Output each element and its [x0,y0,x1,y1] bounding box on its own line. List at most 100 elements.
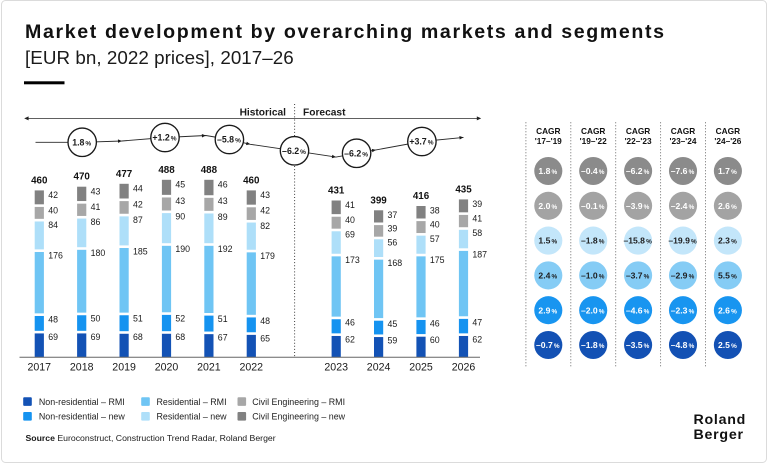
svg-text:–19.9%: –19.9% [668,236,697,246]
svg-text:180: 180 [91,248,106,258]
svg-text:1.8%: 1.8% [538,166,557,176]
svg-text:CAGR: CAGR [671,126,695,136]
svg-text:46: 46 [345,318,355,328]
svg-text:90: 90 [175,212,185,222]
svg-text:38: 38 [430,206,440,216]
svg-text:460: 460 [243,175,260,186]
svg-text:67: 67 [218,333,228,343]
svg-text:CAGR: CAGR [626,126,650,136]
svg-text:46: 46 [430,318,440,328]
svg-text:2.3%: 2.3% [718,236,737,246]
svg-text:2019: 2019 [112,362,136,374]
svg-text:'22–'23: '22–'23 [625,136,652,146]
svg-text:–3.7%: –3.7% [626,271,650,281]
svg-text:+3.7%: +3.7% [409,137,433,147]
svg-text:176: 176 [48,250,63,260]
svg-text:37: 37 [388,210,398,220]
svg-text:41: 41 [345,200,355,210]
svg-text:1.7%: 1.7% [718,166,737,176]
svg-text:39: 39 [472,199,482,209]
svg-text:41: 41 [472,213,482,223]
svg-text:–3.9%: –3.9% [626,201,650,211]
svg-text:69: 69 [48,332,58,342]
svg-text:Civil Engineering – RMI: Civil Engineering – RMI [252,397,345,407]
svg-text:45: 45 [388,319,398,329]
svg-text:51: 51 [218,314,228,324]
svg-text:2021: 2021 [197,362,221,374]
svg-text:–7.6%: –7.6% [671,166,695,176]
svg-text:–15.8%: –15.8% [623,236,652,246]
svg-text:–5.8%: –5.8% [217,135,241,145]
svg-text:Civil Engineering – new: Civil Engineering – new [252,412,345,422]
svg-text:CAGR: CAGR [716,126,740,136]
svg-text:47: 47 [472,317,482,327]
svg-text:470: 470 [74,172,91,183]
svg-text:488: 488 [201,165,218,176]
svg-text:Forecast: Forecast [303,107,346,118]
svg-text:Market development by overarch: Market development by overarching market… [25,21,666,43]
svg-text:–2.0%: –2.0% [581,305,605,315]
svg-text:Source Euroconstruct, Construc: Source Euroconstruct, Construction Trend… [26,433,276,443]
svg-text:'24–'26: '24–'26 [714,136,741,146]
svg-text:68: 68 [175,332,185,342]
svg-text:Residential – RMI: Residential – RMI [157,397,227,407]
svg-text:57: 57 [430,234,440,244]
svg-text:40: 40 [48,205,58,215]
svg-text:62: 62 [472,334,482,344]
svg-text:60: 60 [430,335,440,345]
svg-text:477: 477 [116,169,133,180]
svg-text:40: 40 [345,215,355,225]
svg-text:–0.4%: –0.4% [581,166,605,176]
svg-text:45: 45 [175,180,185,190]
svg-text:187: 187 [472,249,487,259]
svg-text:42: 42 [48,190,58,200]
svg-text:–1.0%: –1.0% [581,271,605,281]
svg-text:2022: 2022 [240,362,264,374]
svg-text:48: 48 [260,316,270,326]
svg-text:185: 185 [133,246,148,256]
svg-text:'23–'24: '23–'24 [669,136,696,146]
svg-text:431: 431 [328,186,345,197]
svg-text:[EUR bn, 2022 prices], 2017–26: [EUR bn, 2022 prices], 2017–26 [25,47,294,68]
svg-text:'19–'22: '19–'22 [580,136,607,146]
svg-text:179: 179 [260,251,275,261]
svg-text:2026: 2026 [452,362,476,374]
svg-text:2.6%: 2.6% [718,201,737,211]
svg-text:–0.1%: –0.1% [581,201,605,211]
svg-text:42: 42 [133,200,143,210]
svg-text:–6.2%: –6.2% [282,146,306,156]
svg-text:175: 175 [430,255,445,265]
svg-text:CAGR: CAGR [536,126,560,136]
svg-text:46: 46 [218,180,228,190]
svg-text:Historical: Historical [240,107,287,118]
svg-text:488: 488 [158,165,175,176]
svg-text:1.8%: 1.8% [72,137,91,147]
svg-text:2020: 2020 [155,362,179,374]
svg-text:43: 43 [260,190,270,200]
svg-text:69: 69 [91,332,101,342]
svg-text:2023: 2023 [324,362,348,374]
svg-text:2.6%: 2.6% [718,305,737,315]
svg-text:–2.9%: –2.9% [671,271,695,281]
svg-text:168: 168 [388,258,403,268]
svg-text:41: 41 [91,202,101,212]
svg-text:52: 52 [175,313,185,323]
svg-text:40: 40 [430,220,440,230]
svg-text:–1.8%: –1.8% [581,236,605,246]
svg-text:173: 173 [345,255,360,265]
svg-text:84: 84 [48,220,58,230]
svg-text:87: 87 [133,215,143,225]
svg-text:48: 48 [48,314,58,324]
svg-text:–6.2%: –6.2% [344,148,368,158]
svg-text:–2.3%: –2.3% [671,305,695,315]
svg-text:190: 190 [175,244,190,254]
svg-text:2.0%: 2.0% [538,201,557,211]
svg-text:44: 44 [133,184,143,194]
svg-text:86: 86 [91,217,101,227]
svg-text:–4.8%: –4.8% [671,340,695,350]
svg-text:Berger: Berger [694,427,744,443]
svg-text:69: 69 [345,230,355,240]
svg-text:460: 460 [31,175,48,186]
svg-text:2018: 2018 [70,362,94,374]
svg-text:42: 42 [260,206,270,216]
